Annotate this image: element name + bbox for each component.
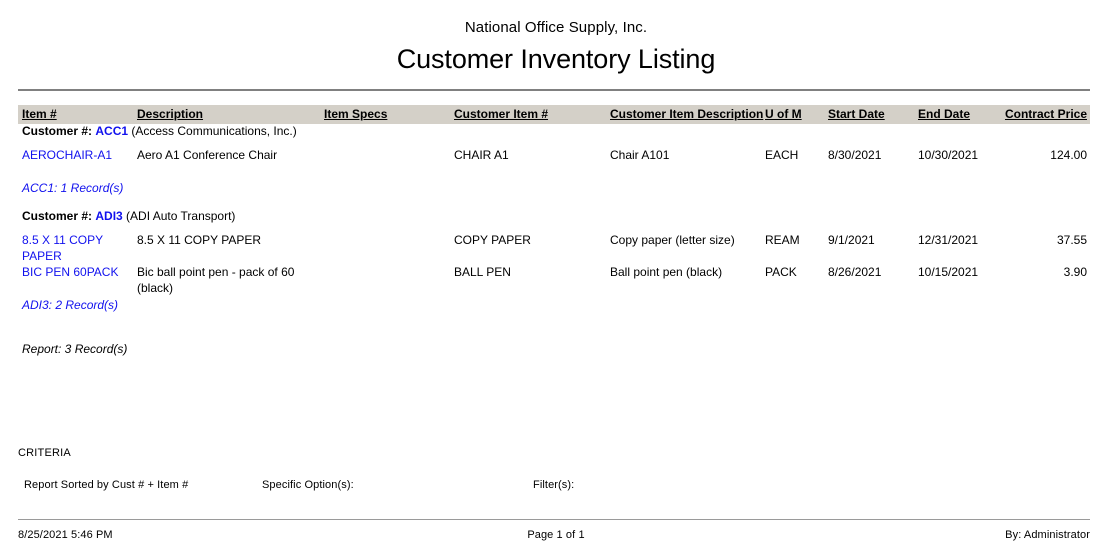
group-header-label: Customer #:	[22, 124, 93, 138]
cell-end-date: 10/30/2021	[918, 148, 979, 162]
cell-item-no[interactable]: AEROCHAIR-A1	[22, 148, 113, 162]
table-row[interactable]: AEROCHAIR-A1 Aero A1 Conference Chair CHAI…	[18, 147, 1090, 179]
page-title: Customer Inventory Listing	[396, 44, 716, 74]
column-header-cust-item-desc[interactable]: Customer Item Description	[610, 107, 764, 121]
cell-u-of-m: REAM	[765, 233, 800, 247]
report-header: National Office Supply, Inc. Customer In…	[0, 18, 1112, 77]
group-header: Customer #: ADI3 (ADI Auto Transport)	[22, 209, 235, 224]
footer-timestamp: 8/25/2021 5:46 PM	[18, 529, 113, 541]
table-row[interactable]: BIC PEN 60PACK Bic ball point pen - pack …	[18, 264, 1090, 296]
group-record-count: ADI3: 2 Record(s)	[22, 298, 119, 312]
company-name: National Office Supply, Inc.	[464, 19, 648, 36]
group-header-customer-name: (Access Communications, Inc.)	[131, 124, 297, 138]
cell-item-no[interactable]: 8.5 X 11 COPY PAPER	[22, 233, 103, 263]
cell-contract-price: 37.55	[1056, 233, 1087, 247]
column-header-end-date[interactable]: End Date	[918, 107, 971, 121]
footer-author: By: Administrator	[1005, 529, 1090, 541]
cell-u-of-m: EACH	[765, 148, 799, 162]
cell-description: 8.5 X 11 COPY PAPER	[137, 233, 262, 247]
cell-description: Aero A1 Conference Chair	[137, 148, 278, 162]
cell-description: Bic ball point pen - pack of 60 (black)	[137, 265, 295, 295]
cell-end-date: 12/31/2021	[918, 233, 979, 247]
column-header-description[interactable]: Description	[137, 107, 204, 121]
column-header-u-of-m[interactable]: U of M	[765, 107, 802, 121]
footer-page-number: Page 1 of 1	[527, 529, 585, 541]
criteria-heading: CRITERIA	[18, 447, 71, 459]
cell-contract-price: 124.00	[1050, 148, 1087, 162]
table-column-headers: Item # Description Item Specs Customer Item…	[18, 105, 1090, 124]
group-record-count: ACC1: 1 Record(s)	[22, 181, 124, 195]
criteria-item: Report Sorted by Cust # + Item #	[24, 479, 189, 491]
column-header-start-date[interactable]: Start Date	[828, 107, 885, 121]
criteria-row: Report Sorted by Cust # + Item # Specific…	[0, 478, 1112, 494]
cell-cust-item-no: COPY PAPER	[454, 233, 531, 247]
cell-contract-price: 3.90	[1063, 265, 1087, 279]
group-header-customer-name: (ADI Auto Transport)	[126, 209, 236, 223]
footer-divider	[18, 519, 1090, 520]
cell-cust-item-no: CHAIR A1	[454, 148, 509, 162]
cell-start-date: 8/30/2021	[828, 148, 882, 162]
cell-start-date: 9/1/2021	[828, 233, 875, 247]
report-record-count: Report: 3 Record(s)	[22, 342, 128, 356]
cell-item-no[interactable]: BIC PEN 60PACK	[22, 265, 119, 279]
column-header-item-specs[interactable]: Item Specs	[324, 107, 388, 121]
cell-cust-item-desc: Copy paper (letter size)	[610, 233, 735, 247]
cell-u-of-m: PACK	[765, 265, 797, 279]
group-header-customer-code[interactable]: ACC1	[95, 124, 129, 138]
criteria-item: Filter(s):	[533, 479, 575, 491]
group-header: Customer #: ACC1 (Access Communications,…	[22, 124, 297, 139]
cell-cust-item-desc: Ball point pen (black)	[610, 265, 723, 279]
column-header-item-no[interactable]: Item #	[22, 107, 57, 121]
criteria-item: Specific Option(s):	[262, 479, 354, 491]
table-row[interactable]: 8.5 X 11 COPY PAPER 8.5 X 11 COPY PAPER CO…	[18, 232, 1090, 264]
column-header-cust-item-no[interactable]: Customer Item #	[454, 107, 549, 121]
cell-cust-item-desc: Chair A101	[610, 148, 670, 162]
column-header-contract-price[interactable]: Contract Price	[1004, 107, 1087, 121]
cell-start-date: 8/26/2021	[828, 265, 882, 279]
cell-cust-item-no: BALL PEN	[454, 265, 511, 279]
group-header-label: Customer #:	[22, 209, 93, 223]
page-footer: 8/25/2021 5:46 PM Page 1 of 1 By: Admini…	[0, 527, 1112, 545]
header-divider	[18, 89, 1090, 91]
cell-end-date: 10/15/2021	[918, 265, 979, 279]
group-header-customer-code[interactable]: ADI3	[95, 209, 123, 223]
